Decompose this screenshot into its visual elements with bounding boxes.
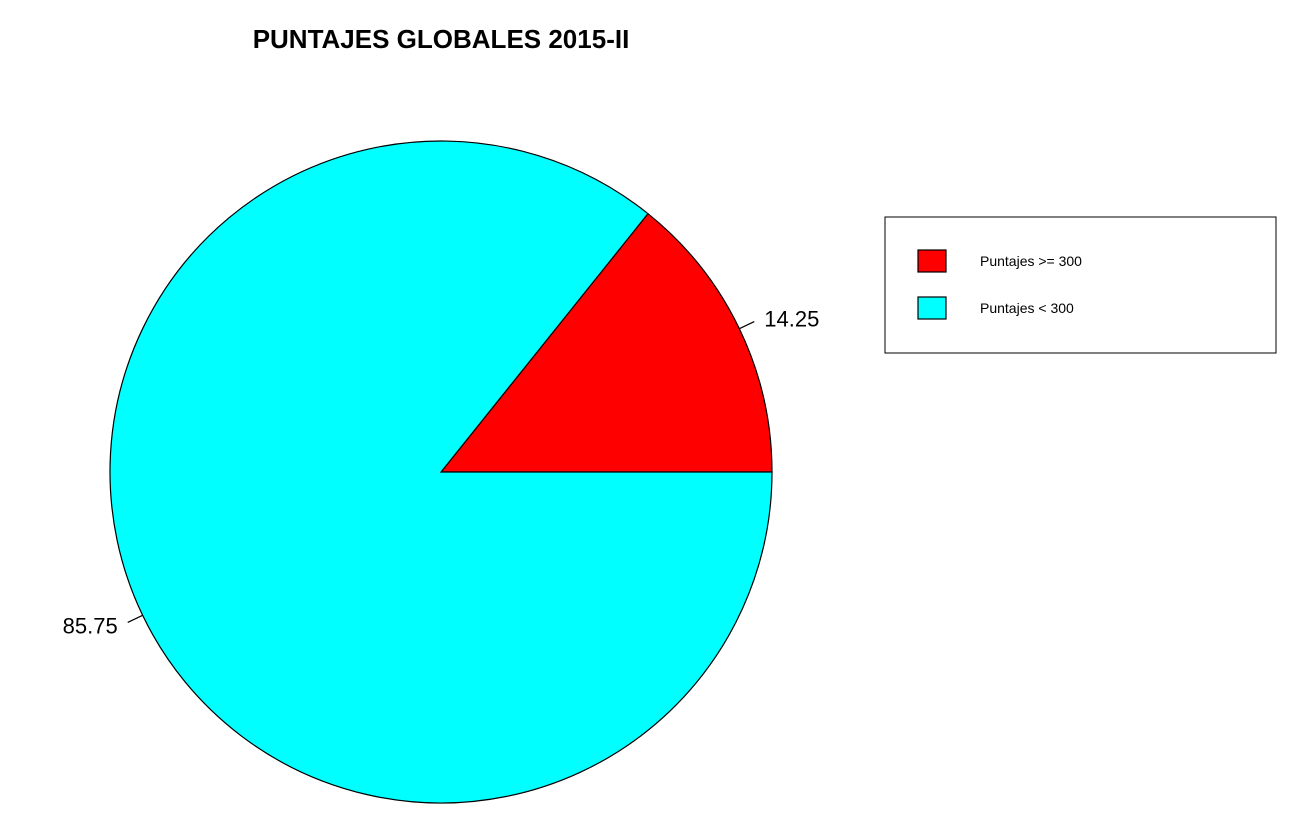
legend-box <box>884 216 1277 354</box>
pie-label-0: 14.25 <box>764 307 819 332</box>
legend-swatch-1 <box>917 296 947 320</box>
legend-swatch-0 <box>917 249 947 273</box>
legend-items: Puntajes >= 300 Puntajes < 300 <box>917 249 1082 320</box>
chart-title: PUNTAJES GLOBALES 2015-II <box>253 24 630 54</box>
legend-label-0: Puntajes >= 300 <box>980 253 1082 269</box>
pie-slice-0 <box>439 212 773 473</box>
pie-label-1: 85.75 <box>63 613 118 638</box>
pie-slices <box>109 140 773 804</box>
pie-leader-1 <box>127 614 143 623</box>
pie-leader-0 <box>739 321 755 330</box>
pie-labels: 14.25 85.75 <box>63 307 820 639</box>
legend-label-1: Puntajes < 300 <box>980 300 1074 316</box>
legend: Puntajes >= 300 Puntajes < 300 <box>884 216 1277 354</box>
